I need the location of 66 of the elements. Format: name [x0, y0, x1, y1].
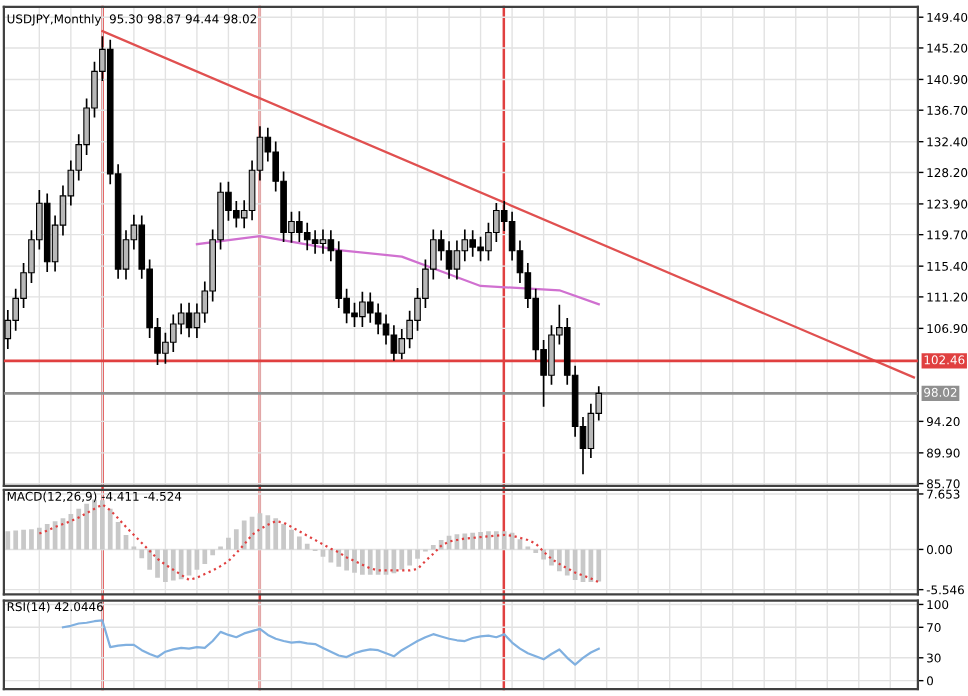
bar [478, 532, 483, 550]
bar [107, 508, 113, 550]
bar [100, 500, 105, 550]
bar [470, 532, 476, 550]
bar [462, 533, 468, 550]
bar [68, 513, 74, 550]
candlestick [477, 236, 484, 262]
bar [76, 508, 82, 550]
candlestick [296, 211, 303, 243]
bar [178, 549, 184, 580]
candlestick [185, 302, 193, 338]
bar [352, 549, 357, 573]
bar [21, 529, 26, 550]
bar [375, 549, 381, 575]
bar [289, 529, 294, 550]
candlestick [469, 230, 477, 257]
candlestick [453, 240, 461, 280]
bar [438, 540, 444, 550]
candlestick [311, 230, 319, 254]
bar [296, 536, 302, 550]
bar [320, 549, 326, 557]
line-series [61, 619, 600, 666]
bar [84, 503, 89, 550]
bar [273, 518, 279, 550]
bar [5, 531, 11, 550]
bar [407, 549, 413, 566]
line-series [195, 235, 600, 306]
bar [486, 531, 491, 550]
bar [44, 524, 50, 550]
bar [163, 549, 168, 583]
bar [13, 530, 19, 550]
bar [399, 549, 405, 570]
bar [336, 549, 342, 567]
candlestick [177, 303, 185, 335]
bar [147, 549, 152, 570]
candlestick [319, 229, 327, 254]
bar [92, 499, 97, 550]
bar [493, 531, 499, 550]
bar [226, 537, 231, 550]
bar [367, 549, 373, 575]
bar [360, 549, 365, 575]
candlestick [303, 222, 311, 251]
bar [170, 549, 176, 581]
bar [564, 549, 570, 576]
bar [328, 549, 334, 563]
bar [596, 549, 602, 582]
bar [281, 524, 286, 550]
candlestick [359, 291, 366, 328]
candlestick [548, 325, 555, 385]
bar [344, 549, 349, 571]
bar [202, 549, 208, 564]
bar [304, 543, 310, 550]
bar [265, 515, 271, 550]
candlestick [445, 241, 453, 279]
bar [241, 520, 247, 550]
bar [501, 531, 507, 550]
candlestick [232, 200, 240, 228]
bar [29, 529, 34, 550]
bar [557, 549, 562, 572]
bar [549, 549, 554, 566]
candlestick [351, 302, 358, 328]
bar [210, 549, 216, 556]
bar [415, 549, 420, 559]
candlestick [493, 203, 500, 243]
bar [155, 549, 160, 578]
bar [36, 527, 42, 550]
